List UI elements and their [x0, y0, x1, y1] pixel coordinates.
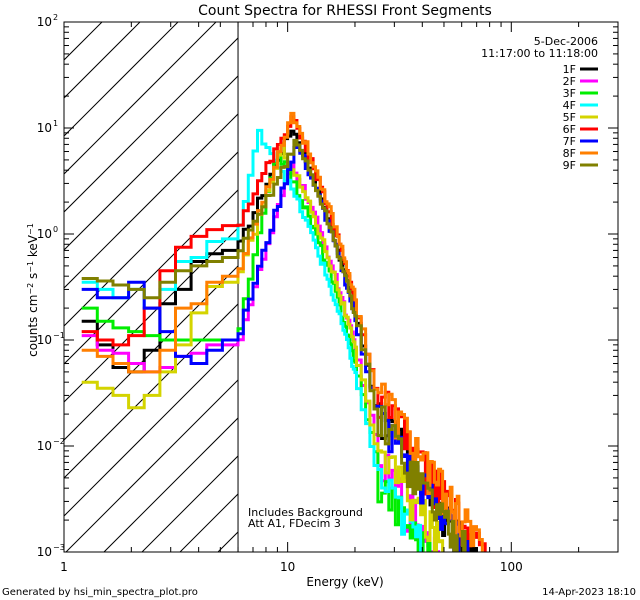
y-tick-label: 10: [37, 333, 52, 347]
y-tick-exponent: 2: [53, 13, 58, 22]
hatch-line: [64, 22, 217, 175]
series-line-4F: [81, 128, 432, 552]
series-line-8F: [81, 111, 484, 552]
y-tick-base: 10: [37, 333, 52, 347]
y-tick-base: 10: [37, 121, 52, 135]
series-line-2F: [81, 160, 441, 552]
legend-label-9F: 9F: [563, 159, 576, 172]
hatch-line: [64, 22, 103, 61]
y-label-kev: keV: [26, 234, 40, 261]
hatch-line: [64, 151, 239, 327]
legend-label-5F: 5F: [563, 111, 576, 124]
legend-label-3F: 3F: [563, 87, 576, 100]
hatch-line: [103, 417, 239, 552]
x-tick-label: 1: [60, 560, 68, 574]
series-line-6F: [81, 115, 487, 552]
legend-label-4F: 4F: [563, 99, 576, 112]
time-range-label: 11:17:00 to 11:18:00: [481, 47, 598, 60]
y-tick-base: 10: [37, 545, 52, 559]
hatch-line: [64, 113, 239, 289]
y-tick-exponent: −1: [53, 331, 65, 340]
y-tick-exponent: 0: [53, 225, 58, 234]
y-tick-exponent: −2: [53, 437, 65, 446]
y-tick-label: 10: [37, 15, 52, 29]
plot-frame: [63, 21, 619, 553]
y-tick-exponent: 1: [53, 119, 58, 128]
footer-generator: Generated by hsi_min_spectra_plot.pro: [2, 587, 198, 598]
series-line-9F: [81, 138, 467, 552]
y-tick-exponent: −3: [53, 543, 65, 552]
y-tick-label: 10: [37, 121, 52, 135]
footer-timestamp: 14-Apr-2023 18:10: [542, 587, 636, 598]
legend-label-8F: 8F: [563, 147, 576, 160]
y-tick-base: 10: [37, 439, 52, 453]
y-tick-label: 10: [37, 545, 52, 559]
y-label-counts: counts cm: [26, 295, 40, 357]
hatch-line: [64, 227, 239, 403]
hatch-line: [64, 303, 239, 479]
hatch-line: [65, 379, 239, 552]
y-tick-base: 10: [37, 15, 52, 29]
x-tick-label: 100: [500, 560, 523, 574]
hatch-line: [141, 455, 239, 552]
x-axis-label: Energy (keV): [306, 575, 383, 589]
legend-label-6F: 6F: [563, 123, 576, 136]
y-axis-label: counts cm−2 s−1 keV−1: [26, 223, 41, 357]
legend-label-7F: 7F: [563, 135, 576, 148]
x-tick-labels: 1 10 100: [60, 560, 523, 574]
axis-ticks: [63, 21, 619, 553]
x-tick-label: 10: [280, 560, 295, 574]
y-tick-label: 10: [37, 227, 52, 241]
y-label-exp-cm: −2: [26, 283, 35, 295]
y-label-s: s: [26, 273, 40, 283]
chart-title: Count Spectra for RHESSI Front Segments: [198, 3, 492, 19]
hatch-line: [64, 75, 239, 251]
hatch-line: [64, 189, 239, 365]
annotation-background: Includes Background: [248, 506, 363, 519]
legend-label-1F: 1F: [563, 63, 576, 76]
hatch-line: [64, 37, 239, 213]
y-tick-label: 10: [37, 439, 52, 453]
date-label: 5-Dec-2006: [534, 35, 598, 48]
y-tick-base: 10: [37, 227, 52, 241]
y-label-exp-s: −1: [26, 261, 35, 273]
attenuated-region-hatch: [64, 22, 239, 552]
y-label-exp-kev: −1: [26, 223, 35, 235]
annotation-attenuator: Att A1, FDecim 3: [248, 517, 341, 530]
legend-label-2F: 2F: [563, 75, 576, 88]
series-layer: [81, 111, 487, 552]
hatch-line: [64, 22, 179, 137]
hatch-line: [64, 341, 239, 517]
